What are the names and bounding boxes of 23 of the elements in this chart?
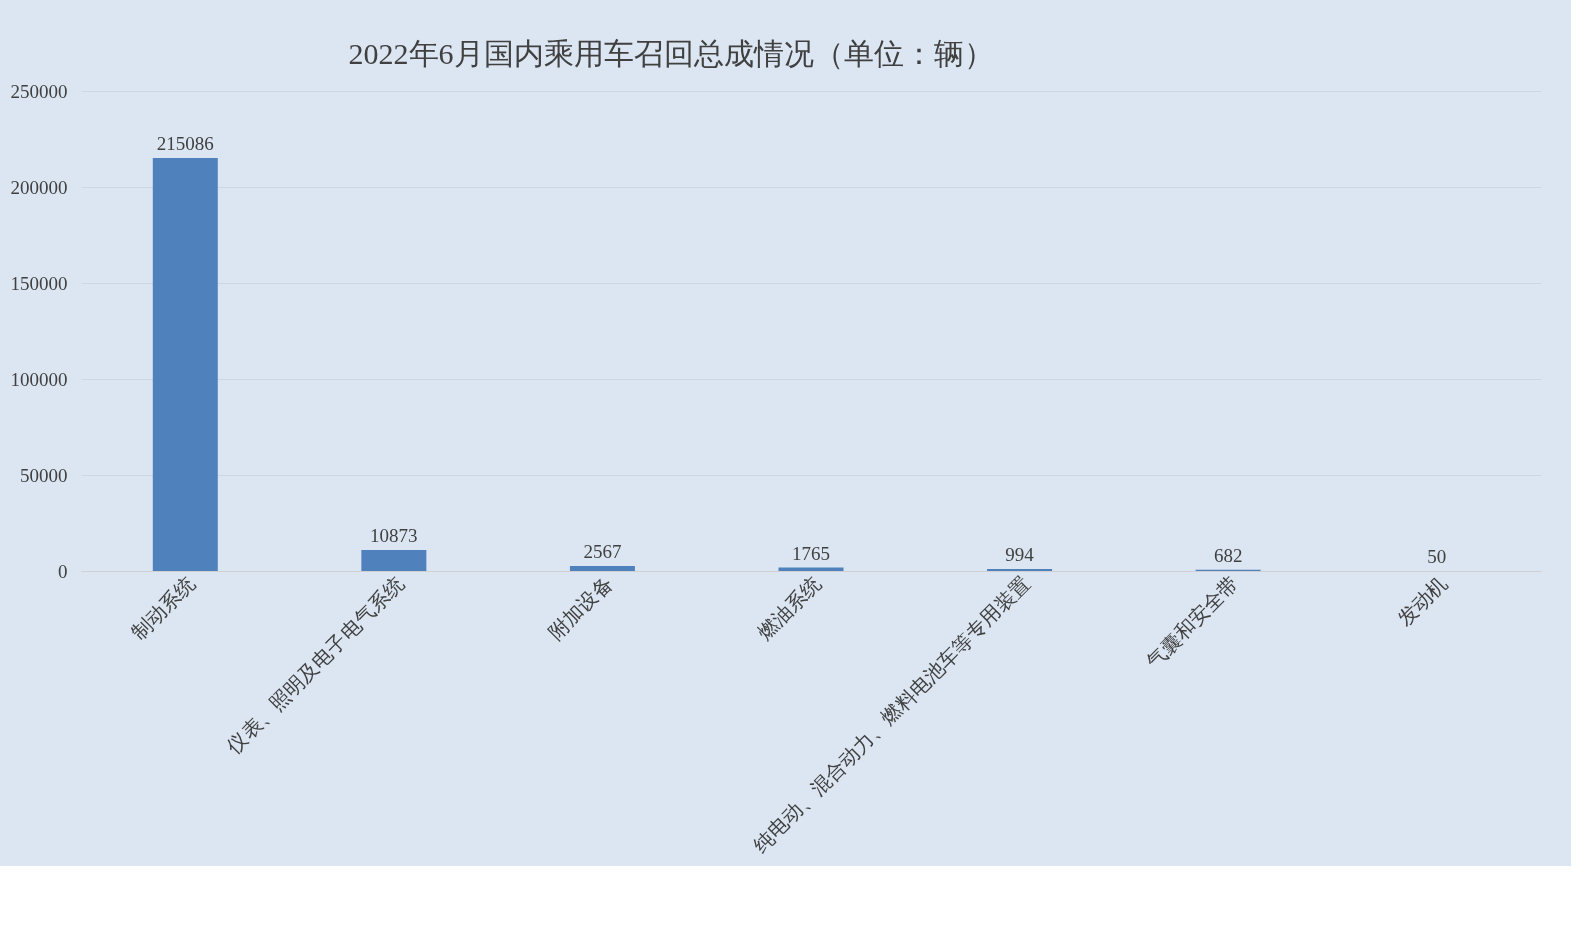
y-tick-label: 0 bbox=[58, 560, 68, 582]
data-label: 50 bbox=[1427, 545, 1447, 567]
data-label: 994 bbox=[1005, 544, 1035, 566]
x-tick-label: 发动机 bbox=[1392, 572, 1451, 631]
x-tick-label: 燃油系统 bbox=[753, 572, 826, 645]
x-tick-label: 仪表、照明及电子电气系统 bbox=[222, 572, 408, 758]
y-tick-label: 200000 bbox=[10, 176, 68, 198]
data-label: 215086 bbox=[156, 133, 214, 155]
data-label: 10873 bbox=[370, 525, 418, 547]
y-tick-label: 100000 bbox=[10, 368, 68, 390]
bar bbox=[569, 566, 635, 571]
data-label: 682 bbox=[1213, 544, 1243, 566]
y-tick-label: 50000 bbox=[20, 464, 68, 486]
bar bbox=[361, 550, 427, 571]
data-label: 2567 bbox=[583, 541, 622, 563]
x-tick-label: 附加设备 bbox=[544, 572, 617, 645]
x-tick-label: 气囊和安全带 bbox=[1141, 572, 1243, 673]
y-tick-label: 250000 bbox=[10, 80, 68, 102]
x-tick-label: 制动系统 bbox=[127, 572, 200, 645]
chart-title: 2022年6月国内乘用车召回总成情况（单位：辆） bbox=[348, 37, 994, 70]
data-label: 1765 bbox=[792, 542, 830, 564]
bar bbox=[152, 158, 218, 571]
y-tick-label: 150000 bbox=[10, 272, 68, 294]
